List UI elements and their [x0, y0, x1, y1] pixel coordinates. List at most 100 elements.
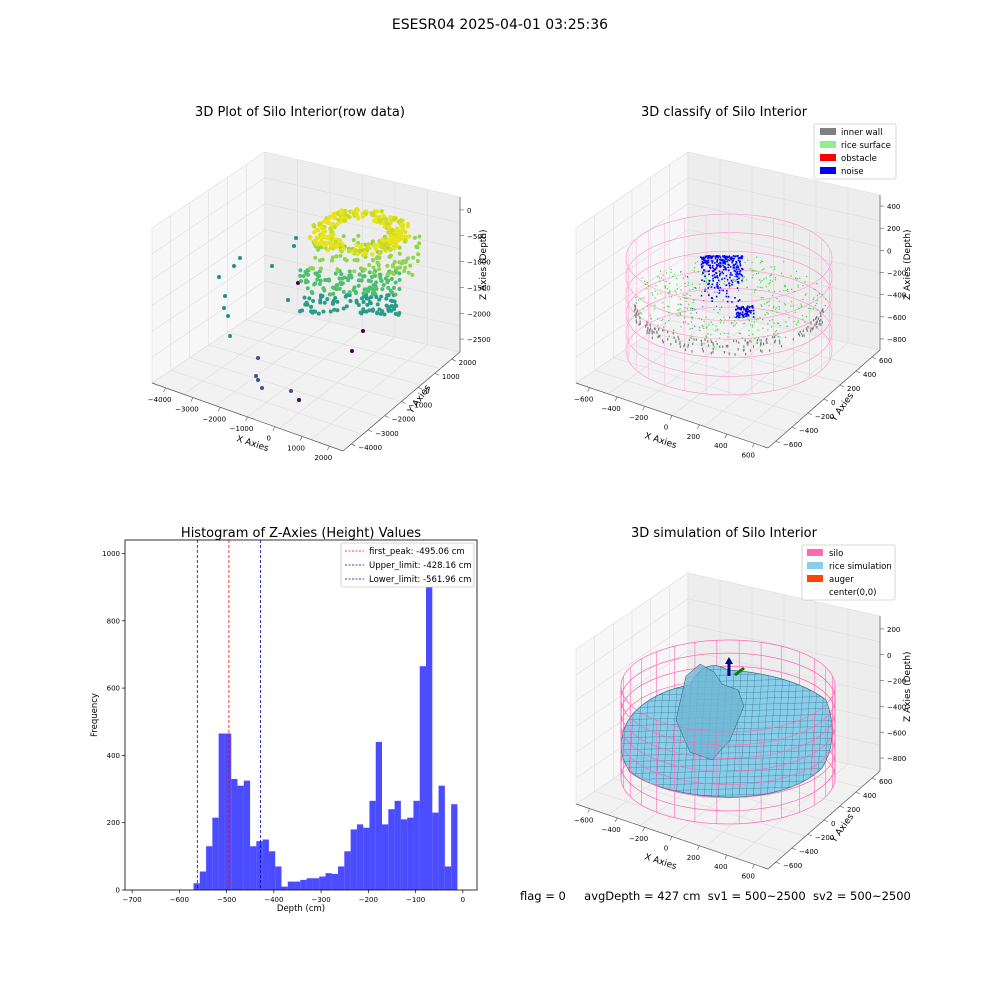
raw-point — [331, 300, 336, 305]
rice-surface-point — [742, 323, 744, 325]
x-tick-label: 600 — [742, 451, 755, 459]
rice-surface-point — [800, 303, 802, 305]
raw-point — [379, 208, 384, 214]
rice-surface-point — [787, 288, 789, 291]
rice-surface-point — [686, 308, 689, 310]
rice-surface-point — [759, 286, 761, 288]
y-tick-mark — [855, 370, 861, 374]
rice-surface-point — [685, 300, 687, 302]
rice-surface-point — [698, 326, 700, 328]
rice-surface-point — [767, 313, 769, 315]
rice-surface-point — [680, 326, 682, 328]
rice-surface-point — [797, 320, 800, 322]
histogram-bar — [438, 785, 445, 890]
noise-point — [747, 314, 750, 317]
rice-surface-point — [790, 275, 792, 277]
histogram-bar — [262, 839, 269, 890]
rice-surface-point — [740, 333, 742, 335]
inner-wall-point — [636, 309, 639, 312]
noise-point — [727, 266, 730, 269]
noise-point — [712, 260, 714, 262]
noise-point — [752, 316, 755, 318]
histogram-bar — [287, 881, 295, 890]
rice-surface-point — [813, 297, 815, 299]
noise-point — [680, 271, 682, 273]
histogram-bar — [325, 873, 332, 890]
rice-surface-point — [713, 346, 716, 348]
rice-surface-point — [676, 283, 678, 286]
noise-point — [691, 327, 693, 329]
rice-surface-point — [639, 311, 641, 314]
rice-surface-point — [788, 317, 790, 319]
rice-surface-point — [676, 288, 678, 290]
x-tick-label: 400 — [714, 442, 727, 450]
rice-surface-point — [635, 302, 638, 304]
rice-surface-point — [662, 326, 665, 328]
rice-surface-point — [797, 321, 799, 324]
noise-point — [706, 262, 708, 265]
inner-wall-point — [701, 347, 704, 351]
raw-point — [260, 386, 264, 390]
inner-wall-point — [645, 324, 647, 327]
raw-point — [320, 257, 325, 262]
legend-label-rice-simulation: rice simulation — [829, 562, 892, 572]
inner-wall-point — [707, 340, 709, 343]
rice-surface-point — [771, 326, 773, 328]
rice-surface-point — [686, 297, 688, 299]
rice-surface-point — [691, 309, 694, 311]
noise-point — [729, 276, 731, 279]
inner-wall-point — [651, 331, 653, 335]
raw-point — [334, 254, 339, 259]
noise-point — [704, 259, 707, 262]
histogram-bars — [193, 553, 458, 890]
rice-surface-point — [757, 337, 760, 339]
noise-point — [733, 325, 735, 327]
silo-ring-front — [620, 725, 836, 772]
inner-wall-point — [762, 342, 765, 346]
rice-surface-point — [657, 318, 659, 320]
raw-point — [312, 238, 317, 244]
noise-point — [714, 269, 716, 271]
rice-surface-point — [749, 324, 752, 326]
noise-point — [737, 257, 740, 260]
raw-point — [350, 349, 354, 353]
rice-surface-point — [667, 306, 670, 308]
noise-point — [724, 266, 727, 269]
rice-surface-point — [664, 287, 667, 289]
noise-point — [716, 256, 719, 259]
rice-mesh-line — [780, 665, 792, 798]
y-tick-label: 400 — [107, 752, 120, 760]
rice-surface-point — [748, 329, 750, 331]
raw-point — [332, 224, 337, 230]
noise-point — [740, 267, 743, 270]
y-tick-mark — [839, 805, 845, 809]
inner-wall-point — [759, 343, 762, 347]
rice-surface-point — [648, 285, 650, 287]
rice-surface-point — [685, 285, 687, 288]
raw-point — [238, 256, 242, 260]
noise-point — [721, 289, 723, 291]
inner-wall-point — [684, 348, 687, 352]
rice-surface-point — [738, 332, 740, 334]
z-tick-label: −800 — [887, 755, 906, 763]
histogram-x-ticks: −700 −600 −500 −400 −300 −200 −100 0 — [122, 890, 465, 904]
rice-surface-point — [693, 308, 695, 310]
rice-surface-point — [753, 321, 755, 323]
raw-point — [356, 283, 361, 288]
rice-surface-point — [654, 304, 656, 307]
rice-surface-point — [792, 305, 794, 307]
rice-surface-point — [751, 270, 753, 272]
rice-surface-point — [758, 279, 761, 281]
raw-point — [320, 225, 325, 231]
silo-ring-front — [620, 777, 836, 825]
noise-point — [735, 316, 737, 319]
inner-wall-point — [815, 317, 817, 320]
y-tick-label: 400 — [863, 792, 876, 800]
raw-point — [357, 272, 362, 277]
raw-point — [390, 264, 395, 269]
rice-surface-point — [705, 280, 707, 282]
inner-wall-point — [738, 341, 740, 344]
x-tick-mark — [669, 836, 673, 841]
rice-surface-point — [703, 264, 705, 267]
